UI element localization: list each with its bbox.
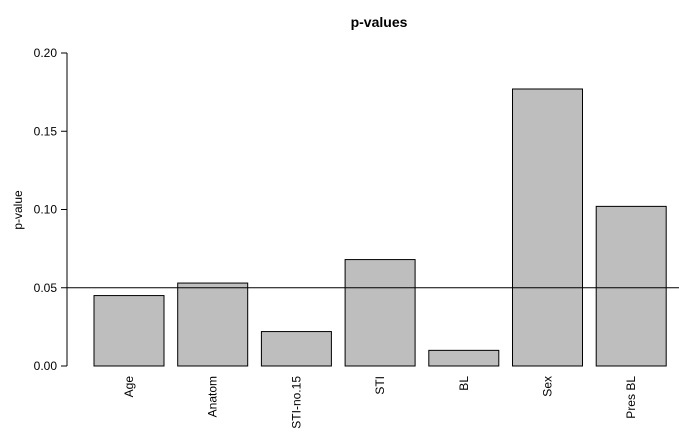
bar-anatom [177,282,249,367]
bar-sex [512,88,583,367]
y-tick-label: 0.05 [34,281,58,295]
category-label: Pres BL [624,376,638,419]
bar-age [93,295,165,367]
y-axis: 0.00 0.05 0.10 0.15 0.20 [34,46,68,373]
y-tick-label: 0.00 [34,359,58,373]
y-tick-label: 0.20 [34,46,58,60]
category-label: BL [457,376,471,391]
bar-bl [428,349,500,367]
bars [93,88,667,367]
chart-title: p-values [351,14,408,30]
y-tick-label: 0.15 [34,124,58,138]
category-label: Sex [541,376,555,397]
category-label: Age [122,376,136,398]
bar-sti-no-15 [260,331,332,367]
category-label: STI-no.15 [289,376,303,429]
bar-sti [344,259,416,367]
y-tick-label: 0.10 [34,203,58,217]
y-axis-label: p-value [11,190,25,230]
bar-pres-bl [595,205,667,367]
category-label: Anatom [206,376,220,417]
category-label: STI [373,376,387,395]
category-labels: Age Anatom STI-no.15 STI BL Sex Pres BL [122,376,638,429]
